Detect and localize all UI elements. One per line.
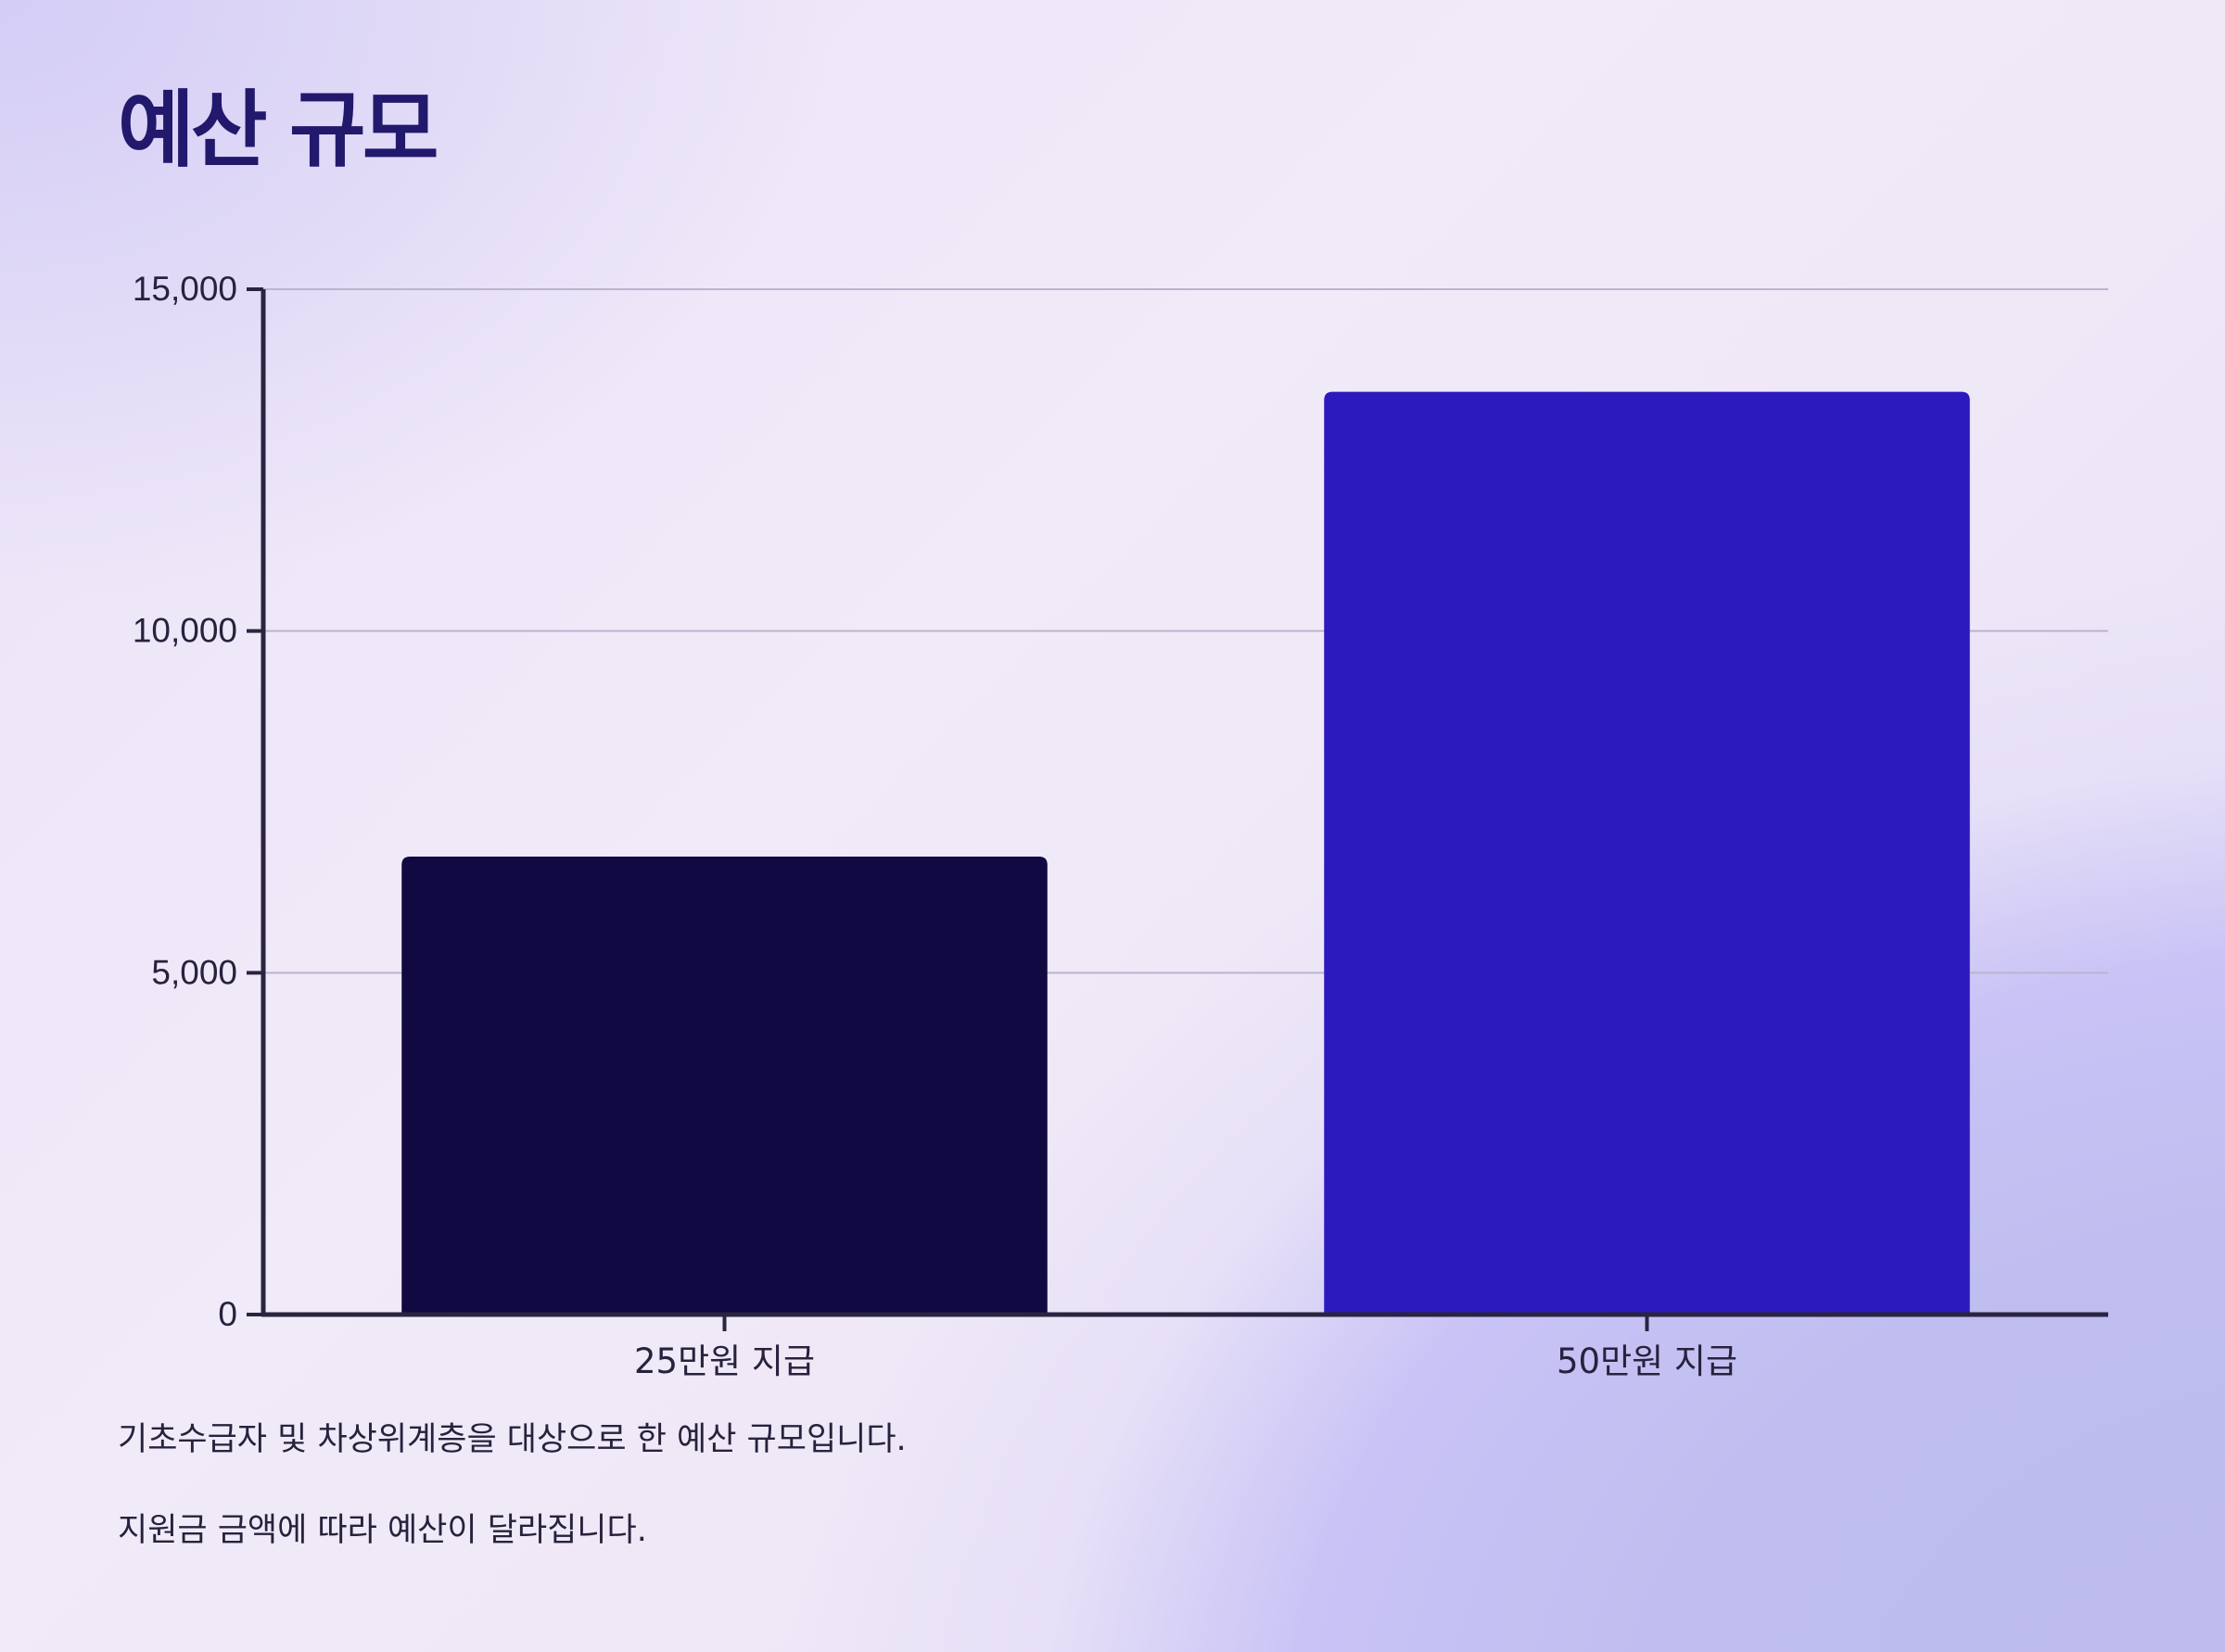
axes — [261, 289, 2108, 1317]
bars — [401, 391, 1970, 1315]
y-tick-label: 0 — [218, 1295, 237, 1333]
ticks: 0 5,000 10,000 15,000 25만원 지급 50만원 지급 — [133, 270, 1737, 1381]
chart-title: 예산 규모 — [118, 82, 439, 179]
bar — [401, 856, 1048, 1315]
x-tick-label: 50만원 지급 — [1557, 1341, 1737, 1381]
bar-chart: 0 5,000 10,000 15,000 25만원 지급 50만원 지급 — [133, 270, 2108, 1381]
x-tick-label: 25만원 지급 — [634, 1341, 815, 1381]
y-tick-label: 15,000 — [133, 270, 237, 308]
footnote-1: 기초수급자 및 차상위계층을 대상으로 한 예산 규모입니다. — [118, 1421, 907, 1458]
y-tick-label: 5,000 — [151, 953, 237, 991]
y-tick-label: 10,000 — [133, 612, 237, 650]
bar — [1324, 391, 1970, 1315]
footnote-2: 지원금 금액에 따라 예산이 달라집니다. — [118, 1512, 647, 1549]
